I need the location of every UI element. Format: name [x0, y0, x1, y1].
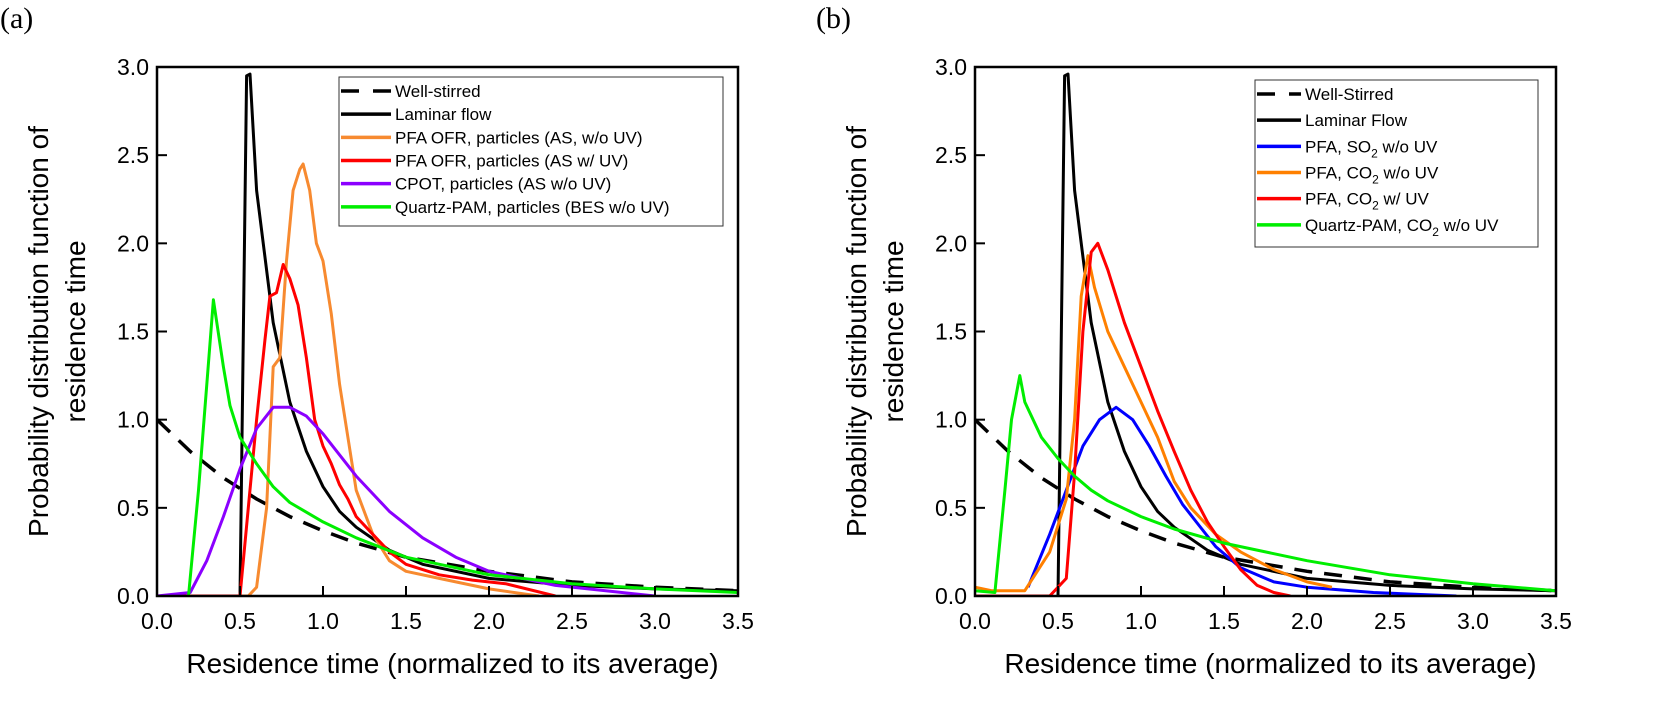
legend-label-part: PFA OFR, particles (AS, w/o UV): [395, 128, 643, 147]
x-tick-label: 3.0: [639, 608, 671, 634]
legend-label-part: w/ UV: [1379, 190, 1430, 209]
legend: Well-stirred Laminar flow PFA OFR, particl…: [338, 76, 724, 227]
legend-subscript: 2: [1371, 146, 1378, 160]
series-line-laminar-flow: [238, 72, 738, 596]
x-tick-label: 2.5: [1374, 608, 1406, 634]
legend-box: [1254, 79, 1539, 248]
legend-label-part: Well-Stirred: [1305, 85, 1393, 104]
y-tick-label: 2.0: [935, 230, 967, 256]
series-line-pfa-co2-w-uv: [975, 241, 1291, 596]
legend-label-part: PFA, CO: [1305, 190, 1372, 209]
legend-label-part: Laminar Flow: [1305, 111, 1408, 130]
series-line-pfa-co2-w-o-uv: [975, 254, 1333, 593]
series-group: [157, 72, 738, 596]
y-tick-label: 2.0: [117, 230, 149, 256]
y-axis-title: residence time: [60, 240, 91, 422]
x-tick-label: 1.0: [307, 608, 339, 634]
y-axis-title: Probability distribution function of: [23, 126, 54, 537]
chart-panel-b: (b) 0.0 0.5 1.0 1.5 2.0 2.5 3.0 3.5 0.0 0.5 1.0 1.5 2…: [816, 2, 1572, 679]
series-line-well-stirred: [157, 418, 738, 593]
series-line-cpot-particles-as-w-o-uv-: [157, 405, 656, 596]
x-tick-label: 1.5: [1208, 608, 1240, 634]
series-group: [975, 72, 1556, 596]
legend-label: Laminar flow: [395, 105, 492, 124]
legend-label-part: Quartz-PAM, CO: [1305, 216, 1432, 235]
legend-label-part: PFA OFR, particles (AS w/ UV): [395, 152, 628, 171]
y-tick-label: 0.5: [117, 495, 149, 521]
series-line-pfa-so2-w-o-uv: [1026, 405, 1457, 596]
legend-label-part: Laminar flow: [395, 105, 492, 124]
legend-label: Well-stirred: [395, 82, 481, 101]
panel-label: (b): [816, 2, 851, 35]
y-tick-label: 1.5: [117, 319, 149, 345]
x-tick-label: 0.5: [224, 608, 256, 634]
chart-panel-a: (a) 0.0 0.5 1.0 1.5 2.0 2.5 3.0 3.5 0.0 0.5 1.0 1.5 2…: [0, 2, 754, 679]
legend-label: Laminar Flow: [1305, 111, 1408, 130]
series-line-quartz-pam-co2-w-o-uv: [975, 374, 1556, 594]
y-tick-label: 0.5: [935, 495, 967, 521]
legend-label-part: w/o UV: [1379, 164, 1439, 183]
y-tick-label: 3.0: [935, 54, 967, 80]
y-tick-label: 1.0: [935, 407, 967, 433]
x-tick-label: 2.0: [1291, 608, 1323, 634]
x-axis-title: Residence time (normalized to its averag…: [1004, 648, 1536, 679]
legend-label-part: w/o UV: [1439, 216, 1499, 235]
legend-box: [338, 76, 724, 227]
x-tick-label: 3.5: [722, 608, 754, 634]
legend-label: Quartz-PAM, particles (BES w/o UV): [395, 198, 670, 217]
y-tick-label: 2.5: [117, 142, 149, 168]
y-tick-label: 0.0: [935, 583, 967, 609]
y-tick-label: 2.5: [935, 142, 967, 168]
x-tick-label: 2.0: [473, 608, 505, 634]
legend-label: Quartz-PAM, CO2 w/o UV: [1305, 216, 1499, 239]
series-line-laminar-flow: [1056, 72, 1556, 596]
legend-label: PFA, CO2 w/o UV: [1305, 164, 1439, 187]
legend-label-part: CPOT, particles (AS w/o UV): [395, 175, 611, 194]
y-axis-title: residence time: [878, 240, 909, 422]
x-axis-title: Residence time (normalized to its averag…: [186, 648, 718, 679]
series-line-pfa-ofr-particles-as-w-uv-: [157, 263, 556, 596]
legend-subscript: 2: [1372, 199, 1379, 213]
legend-label-part: Well-stirred: [395, 82, 481, 101]
series-line-well-stirred: [975, 418, 1556, 593]
x-tick-label: 1.0: [1125, 608, 1157, 634]
legend-label: PFA, CO2 w/ UV: [1305, 190, 1429, 213]
legend-label: CPOT, particles (AS w/o UV): [395, 175, 611, 194]
legend-label-part: PFA, SO: [1305, 137, 1371, 156]
series-line-pfa-ofr-particles-as-w-o-uv-: [157, 162, 540, 596]
legend-label: PFA OFR, particles (AS, w/o UV): [395, 128, 643, 147]
x-tick-label: 1.5: [390, 608, 422, 634]
x-tick-label: 0.5: [1042, 608, 1074, 634]
x-tick-label: 3.5: [1540, 608, 1572, 634]
panel-label: (a): [0, 2, 33, 35]
legend-label-part: Quartz-PAM, particles (BES w/o UV): [395, 198, 670, 217]
legend-label: PFA OFR, particles (AS w/ UV): [395, 152, 628, 171]
y-tick-label: 1.5: [935, 319, 967, 345]
y-axis-title: Probability distribution function of: [841, 126, 872, 537]
series-line-quartz-pam-particles-bes-w-o-uv-: [187, 298, 738, 596]
legend-label: Well-Stirred: [1305, 85, 1393, 104]
y-tick-label: 1.0: [117, 407, 149, 433]
x-tick-label: 0.0: [959, 608, 991, 634]
legend-label-part: PFA, CO: [1305, 164, 1372, 183]
legend-subscript: 2: [1372, 173, 1379, 187]
y-tick-label: 3.0: [117, 54, 149, 80]
x-tick-label: 0.0: [141, 608, 173, 634]
legend-subscript: 2: [1432, 225, 1439, 239]
x-tick-label: 2.5: [556, 608, 588, 634]
legend-label-part: w/o UV: [1378, 137, 1438, 156]
y-tick-label: 0.0: [117, 583, 149, 609]
x-tick-label: 3.0: [1457, 608, 1489, 634]
legend-label: PFA, SO2 w/o UV: [1305, 137, 1438, 160]
